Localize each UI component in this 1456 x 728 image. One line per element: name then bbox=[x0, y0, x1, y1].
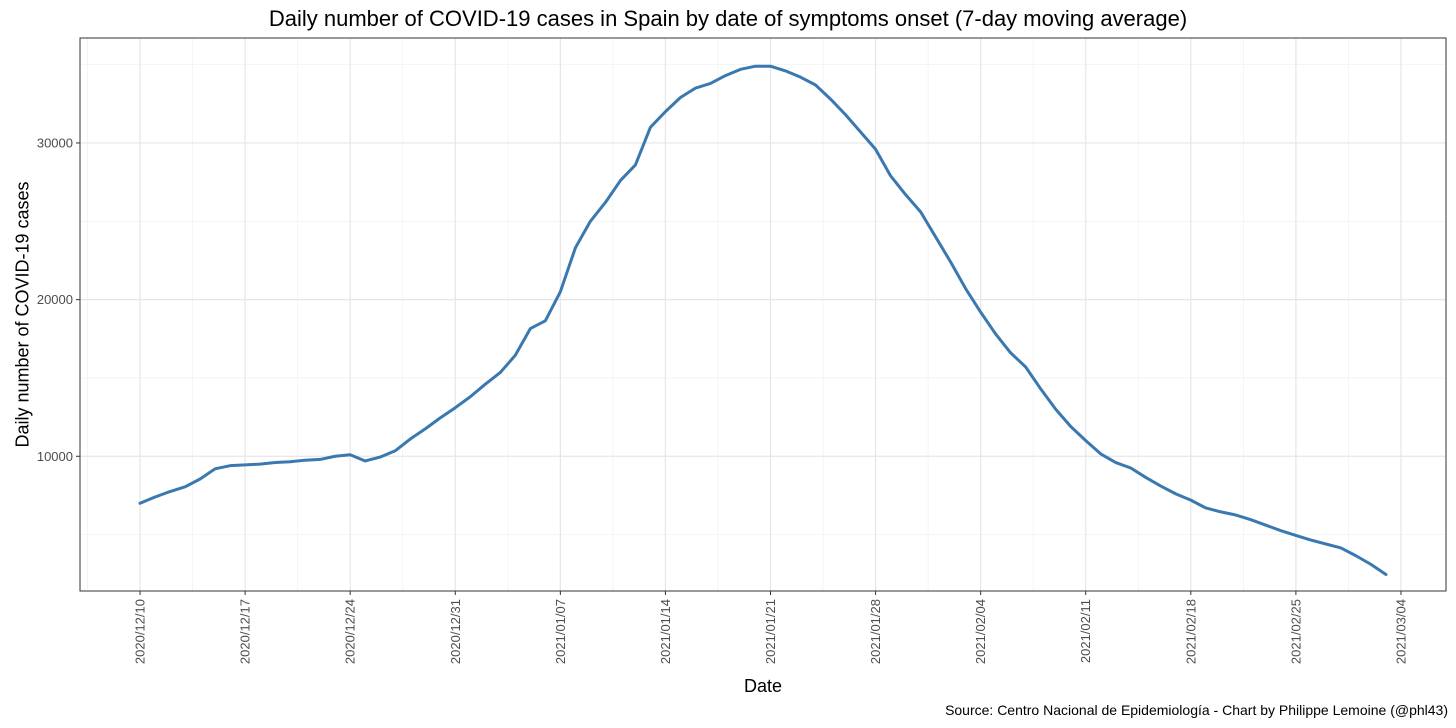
x-tick-label: 2021/01/28 bbox=[868, 599, 883, 664]
x-tick-label: 2021/01/07 bbox=[553, 599, 568, 664]
chart-source: Source: Centro Nacional de Epidemiología… bbox=[945, 702, 1448, 718]
grid-minor bbox=[80, 38, 1446, 591]
x-tick-label: 2020/12/24 bbox=[343, 599, 358, 664]
y-tick-label: 30000 bbox=[37, 135, 73, 150]
y-axis: 10000 20000 30000 bbox=[37, 135, 80, 464]
x-tick-label: 2021/02/18 bbox=[1183, 599, 1198, 664]
panel-border bbox=[79, 37, 1447, 592]
y-tick-label: 20000 bbox=[37, 292, 73, 307]
chart-title: Daily number of COVID-19 cases in Spain … bbox=[268, 6, 1188, 31]
grid-major bbox=[80, 38, 1446, 591]
x-tick-label: 2021/03/04 bbox=[1393, 599, 1408, 664]
x-tick-label: 2020/12/31 bbox=[448, 599, 463, 664]
y-tick-label: 10000 bbox=[37, 449, 73, 464]
x-tick-label: 2021/01/21 bbox=[763, 599, 778, 664]
x-tick-label: 2021/01/14 bbox=[658, 599, 673, 664]
x-tick-label: 2020/12/17 bbox=[238, 599, 253, 664]
x-axis-title: Date bbox=[744, 676, 782, 696]
x-tick-label: 2021/02/04 bbox=[973, 599, 988, 664]
x-tick-label: 2021/02/25 bbox=[1288, 599, 1303, 664]
series-line bbox=[138, 64, 1388, 577]
x-axis: 2020/12/10 2020/12/17 2020/12/24 2020/12/31… bbox=[133, 591, 1408, 664]
x-tick-label: 2021/02/11 bbox=[1078, 599, 1093, 663]
y-axis-title: Daily number of COVID-19 cases bbox=[12, 181, 32, 447]
x-tick-label: 2020/12/10 bbox=[133, 599, 148, 664]
